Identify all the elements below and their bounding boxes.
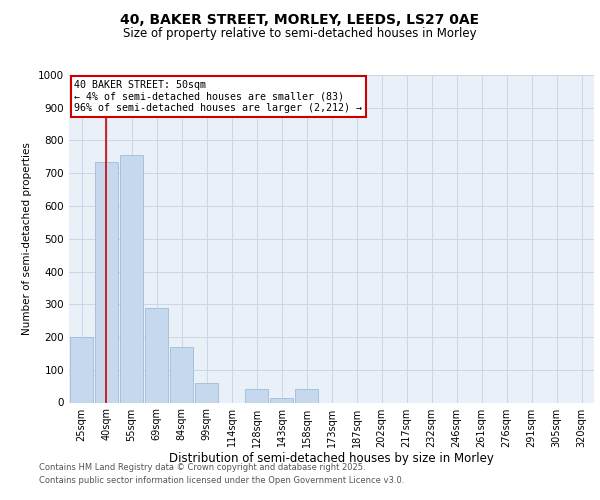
Bar — [295, 388, 318, 402]
Text: 40 BAKER STREET: 50sqm
← 4% of semi-detached houses are smaller (83)
96% of semi: 40 BAKER STREET: 50sqm ← 4% of semi-deta… — [74, 80, 362, 113]
Text: Contains public sector information licensed under the Open Government Licence v3: Contains public sector information licen… — [39, 476, 404, 485]
Bar — [245, 390, 268, 402]
Bar — [195, 383, 218, 402]
Text: 40, BAKER STREET, MORLEY, LEEDS, LS27 0AE: 40, BAKER STREET, MORLEY, LEEDS, LS27 0A… — [121, 12, 479, 26]
Bar — [70, 337, 93, 402]
Bar — [170, 347, 193, 403]
Text: Contains HM Land Registry data © Crown copyright and database right 2025.: Contains HM Land Registry data © Crown c… — [39, 462, 365, 471]
Bar — [145, 308, 168, 402]
Bar — [95, 162, 118, 402]
Text: Size of property relative to semi-detached houses in Morley: Size of property relative to semi-detach… — [123, 28, 477, 40]
Bar — [120, 155, 143, 402]
Y-axis label: Number of semi-detached properties: Number of semi-detached properties — [22, 142, 32, 335]
Bar — [270, 398, 293, 402]
X-axis label: Distribution of semi-detached houses by size in Morley: Distribution of semi-detached houses by … — [169, 452, 494, 466]
